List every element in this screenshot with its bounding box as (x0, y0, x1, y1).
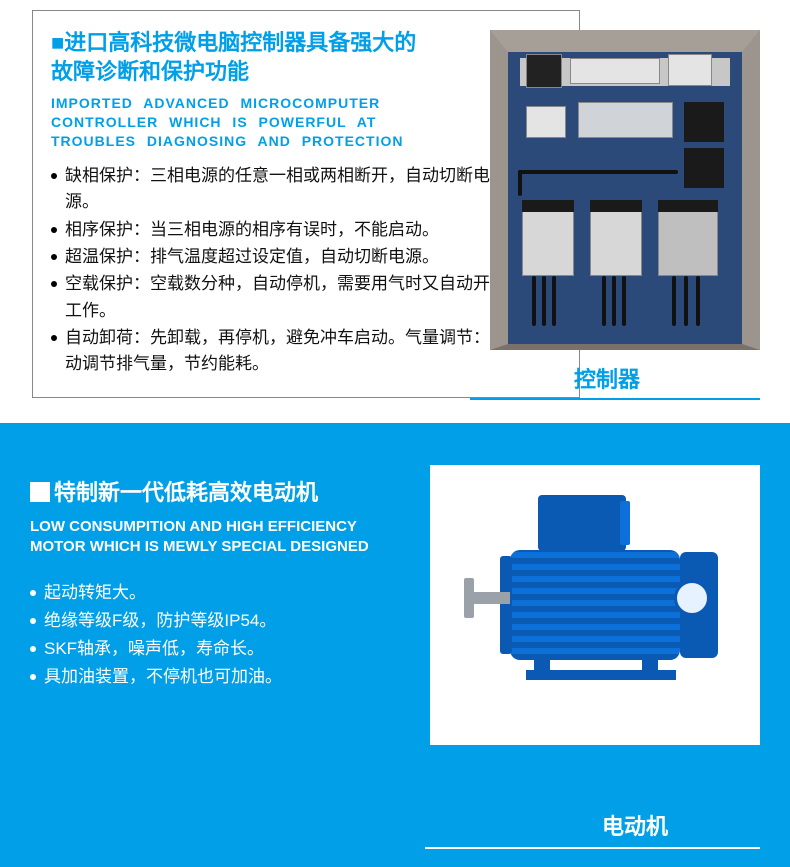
bullet-item: 自动卸荷：先卸载，再停机，避免冲车启动。气量调节：自动调节排气量，节约能耗。 (51, 325, 519, 378)
bullet-item: 超温保护：排气温度超过设定值，自动切断电源。 (51, 244, 519, 270)
bullet-item: 相序保护：当三相电源的相序有误时，不能启动。 (51, 217, 519, 243)
bullet-item: 空载保护：空载数分种，自动停机，需要用气时又自动开机工作。 (51, 271, 519, 324)
motor-image (430, 465, 760, 745)
motor-section: 特制新一代低耗高效电动机 LOW CONSUMPITION AND HIGH E… (0, 423, 790, 867)
controller-caption: 控制器 (574, 362, 640, 394)
controller-caption-underline (470, 398, 760, 400)
bullet-item: 缺相保护：三相电源的任意一相或两相断开，自动切断电源。 (51, 163, 519, 216)
motor-caption: 电动机 (30, 809, 760, 841)
section2-title-cn-text: 特制新一代低耗高效电动机 (54, 480, 318, 505)
section1-title-cn: ■进口高科技微电脑控制器具备强大的故障诊断和保护功能 (51, 29, 421, 86)
section1-bullets: 缺相保护：三相电源的任意一相或两相断开，自动切断电源。 相序保护：当三相电源的相… (51, 163, 559, 378)
controller-image (490, 30, 760, 350)
section1-title-en: IMPORTED ADVANCED MICROCOMPUTER CONTROLL… (51, 94, 411, 151)
motor-caption-underline (425, 847, 760, 849)
section2-title-en: LOW CONSUMPITION AND HIGH EFFICIENCY MOT… (30, 517, 410, 558)
square-bullet-icon (30, 482, 50, 502)
controller-section: ■进口高科技微电脑控制器具备强大的故障诊断和保护功能 IMPORTED ADVA… (0, 0, 790, 423)
